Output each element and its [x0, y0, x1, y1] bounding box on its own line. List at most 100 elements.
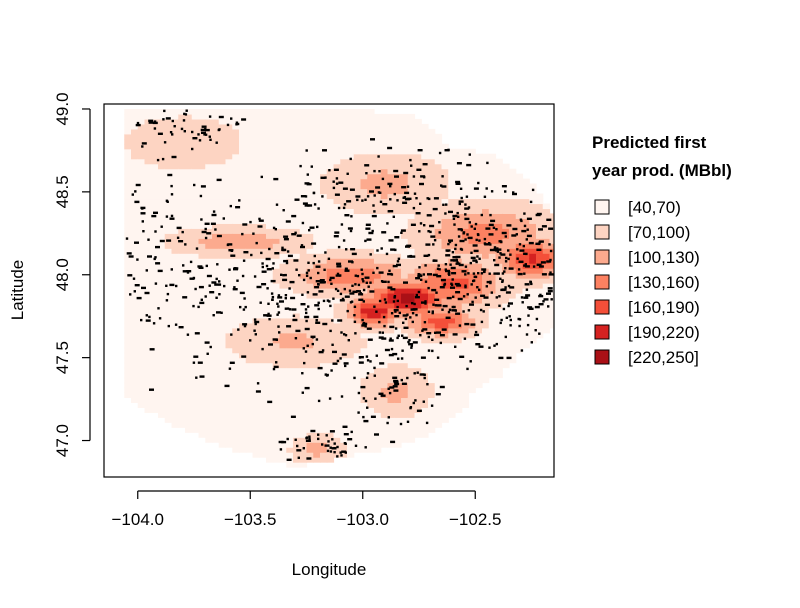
heatmap-cell — [340, 188, 348, 195]
well-point — [236, 122, 240, 126]
well-point — [396, 199, 399, 202]
well-point — [396, 299, 399, 303]
heatmap-cell — [549, 228, 554, 234]
heatmap-cell — [380, 138, 389, 145]
well-point — [369, 281, 372, 284]
heatmap-cell — [347, 402, 355, 408]
heatmap-cell — [455, 297, 463, 304]
heatmap-cell — [185, 183, 193, 190]
heatmap-cell — [151, 367, 159, 374]
heatmap-cell — [353, 218, 362, 224]
heatmap-cell — [245, 263, 254, 269]
heatmap-cell — [380, 327, 389, 334]
heatmap-cell — [299, 183, 308, 190]
well-point — [254, 333, 257, 336]
heatmap-cell — [394, 208, 402, 215]
heatmap-cell — [232, 337, 240, 344]
well-point — [261, 347, 264, 351]
well-point — [520, 296, 524, 299]
heatmap-cell — [144, 402, 152, 408]
heatmap-cell — [245, 442, 254, 448]
well-point — [419, 222, 423, 225]
well-point — [410, 255, 416, 258]
heatmap-cell — [380, 203, 389, 210]
well-point — [305, 319, 308, 323]
well-point — [340, 454, 343, 457]
heatmap-cell — [225, 422, 233, 428]
heatmap-cell — [178, 417, 186, 423]
heatmap-cell — [198, 273, 206, 279]
heatmap-cell — [124, 233, 132, 239]
heatmap-cell — [434, 337, 443, 344]
heatmap-cell — [293, 138, 301, 145]
heatmap-cell — [212, 402, 220, 408]
heatmap-cell — [313, 213, 321, 219]
heatmap-cell — [225, 213, 233, 219]
heatmap-cell — [252, 233, 260, 239]
heatmap-cell — [482, 233, 490, 239]
heatmap-cell — [475, 377, 483, 384]
well-point — [524, 283, 530, 286]
well-point — [420, 356, 426, 359]
heatmap-cell — [529, 248, 537, 254]
well-point — [387, 272, 393, 276]
heatmap-cell — [239, 223, 247, 229]
well-point — [427, 335, 430, 339]
well-point — [224, 384, 230, 388]
heatmap-cell — [320, 203, 328, 210]
well-point — [277, 325, 280, 328]
heatmap-cell — [293, 357, 301, 364]
heatmap-cell — [421, 148, 429, 155]
heatmap-cell — [326, 218, 335, 224]
well-point — [472, 279, 476, 282]
heatmap-cell — [232, 188, 240, 195]
heatmap-cell — [347, 372, 355, 379]
heatmap-cell — [421, 352, 429, 359]
heatmap-cell — [212, 223, 220, 229]
heatmap-cell — [185, 133, 193, 140]
heatmap-cell — [380, 347, 389, 354]
heatmap-cell — [286, 138, 294, 145]
heatmap-cell — [320, 213, 328, 219]
heatmap-cell — [326, 442, 335, 448]
heatmap-cell — [259, 377, 267, 384]
heatmap-cell — [212, 263, 220, 269]
heatmap-cell — [380, 153, 389, 160]
heatmap-cell — [360, 228, 368, 234]
well-point — [201, 230, 207, 234]
heatmap-cell — [434, 377, 443, 384]
well-point — [458, 324, 462, 327]
heatmap-cell — [239, 342, 247, 349]
heatmap-cell — [353, 253, 362, 259]
heatmap-cell — [239, 128, 247, 135]
well-point — [336, 289, 340, 292]
heatmap-cell — [225, 297, 233, 304]
heatmap-cell — [428, 372, 436, 379]
heatmap-cell — [164, 223, 173, 229]
heatmap-cell — [306, 337, 314, 344]
heatmap-cell — [286, 362, 294, 369]
heatmap-cell — [448, 178, 456, 185]
heatmap-cell — [468, 258, 476, 264]
heatmap-cell — [266, 143, 274, 150]
heatmap-cell — [279, 327, 287, 334]
heatmap-cell — [515, 347, 524, 354]
heatmap-cell — [502, 263, 510, 269]
heatmap-cell — [360, 442, 368, 448]
heatmap-cell — [347, 417, 355, 423]
heatmap-cell — [137, 118, 146, 125]
well-point — [509, 253, 512, 256]
well-point — [459, 247, 463, 251]
heatmap-cell — [380, 422, 389, 428]
heatmap-cell — [198, 253, 206, 259]
heatmap-cell — [293, 118, 301, 125]
heatmap-cell — [252, 302, 260, 309]
heatmap-cell — [434, 362, 443, 369]
well-point — [392, 300, 396, 303]
heatmap-cell — [293, 143, 301, 150]
heatmap-cell — [151, 392, 159, 399]
heatmap-cell — [245, 357, 254, 364]
heatmap-cell — [191, 347, 200, 354]
well-point — [504, 190, 507, 193]
heatmap-cell — [340, 332, 348, 339]
